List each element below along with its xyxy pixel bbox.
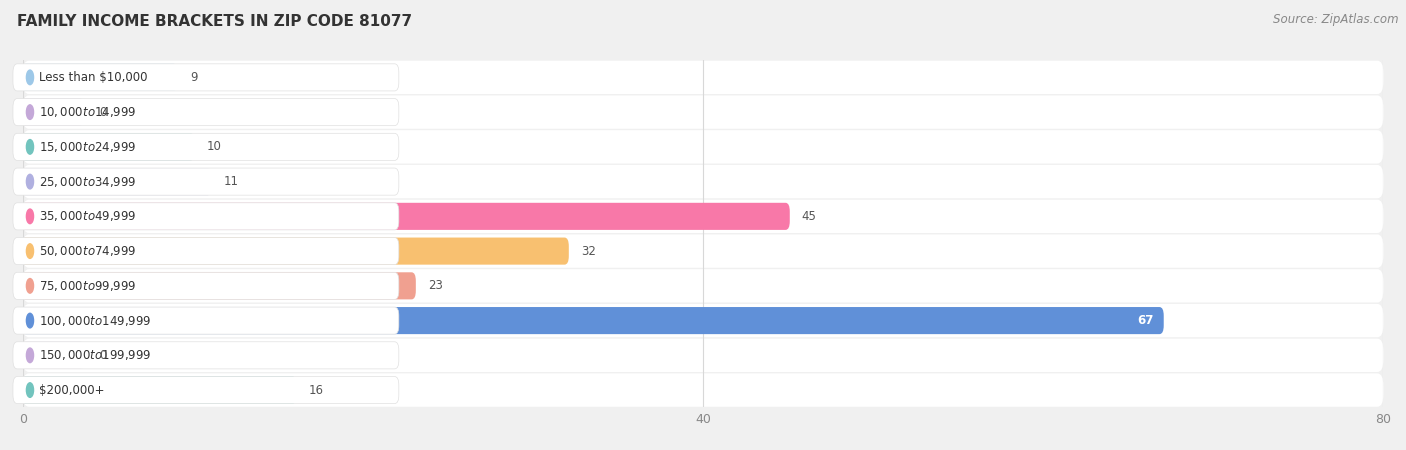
Text: 32: 32 bbox=[581, 245, 596, 257]
FancyBboxPatch shape bbox=[22, 269, 1384, 302]
Text: $200,000+: $200,000+ bbox=[39, 383, 105, 396]
Text: 0: 0 bbox=[100, 106, 107, 119]
FancyBboxPatch shape bbox=[22, 374, 1384, 407]
FancyBboxPatch shape bbox=[22, 130, 1384, 163]
FancyBboxPatch shape bbox=[13, 99, 399, 126]
FancyBboxPatch shape bbox=[22, 165, 1384, 198]
Text: $10,000 to $14,999: $10,000 to $14,999 bbox=[39, 105, 136, 119]
Text: 10: 10 bbox=[207, 140, 222, 153]
FancyBboxPatch shape bbox=[21, 272, 416, 299]
FancyBboxPatch shape bbox=[13, 272, 399, 299]
Text: $100,000 to $149,999: $100,000 to $149,999 bbox=[39, 314, 152, 328]
Circle shape bbox=[27, 174, 34, 189]
FancyBboxPatch shape bbox=[13, 133, 399, 160]
FancyBboxPatch shape bbox=[13, 203, 399, 230]
Text: 11: 11 bbox=[224, 175, 239, 188]
Text: 0: 0 bbox=[100, 349, 107, 362]
Text: Source: ZipAtlas.com: Source: ZipAtlas.com bbox=[1274, 14, 1399, 27]
FancyBboxPatch shape bbox=[22, 304, 1384, 337]
FancyBboxPatch shape bbox=[21, 238, 569, 265]
FancyBboxPatch shape bbox=[13, 238, 399, 265]
Text: FAMILY INCOME BRACKETS IN ZIP CODE 81077: FAMILY INCOME BRACKETS IN ZIP CODE 81077 bbox=[17, 14, 412, 28]
FancyBboxPatch shape bbox=[21, 168, 212, 195]
Text: $150,000 to $199,999: $150,000 to $199,999 bbox=[39, 348, 152, 362]
Circle shape bbox=[27, 348, 34, 363]
FancyBboxPatch shape bbox=[22, 200, 1384, 233]
Circle shape bbox=[27, 105, 34, 119]
Circle shape bbox=[27, 140, 34, 154]
FancyBboxPatch shape bbox=[13, 342, 399, 369]
FancyBboxPatch shape bbox=[21, 307, 1164, 334]
FancyBboxPatch shape bbox=[21, 64, 177, 91]
FancyBboxPatch shape bbox=[13, 168, 399, 195]
FancyBboxPatch shape bbox=[21, 203, 790, 230]
Circle shape bbox=[27, 209, 34, 224]
FancyBboxPatch shape bbox=[21, 133, 195, 160]
FancyBboxPatch shape bbox=[22, 234, 1384, 268]
FancyBboxPatch shape bbox=[21, 377, 297, 404]
Text: $50,000 to $74,999: $50,000 to $74,999 bbox=[39, 244, 136, 258]
Circle shape bbox=[27, 313, 34, 328]
FancyBboxPatch shape bbox=[21, 99, 84, 126]
Circle shape bbox=[27, 244, 34, 258]
FancyBboxPatch shape bbox=[22, 95, 1384, 129]
Circle shape bbox=[27, 383, 34, 397]
FancyBboxPatch shape bbox=[13, 307, 399, 334]
FancyBboxPatch shape bbox=[22, 339, 1384, 372]
Text: 16: 16 bbox=[309, 383, 323, 396]
Text: 9: 9 bbox=[190, 71, 197, 84]
Text: $75,000 to $99,999: $75,000 to $99,999 bbox=[39, 279, 136, 293]
Text: 45: 45 bbox=[801, 210, 817, 223]
Text: $35,000 to $49,999: $35,000 to $49,999 bbox=[39, 209, 136, 223]
FancyBboxPatch shape bbox=[13, 64, 399, 91]
FancyBboxPatch shape bbox=[21, 342, 84, 369]
Text: Less than $10,000: Less than $10,000 bbox=[39, 71, 148, 84]
Text: $15,000 to $24,999: $15,000 to $24,999 bbox=[39, 140, 136, 154]
FancyBboxPatch shape bbox=[22, 61, 1384, 94]
Text: 23: 23 bbox=[427, 279, 443, 292]
FancyBboxPatch shape bbox=[13, 377, 399, 404]
Circle shape bbox=[27, 279, 34, 293]
Text: 67: 67 bbox=[1137, 314, 1153, 327]
Text: $25,000 to $34,999: $25,000 to $34,999 bbox=[39, 175, 136, 189]
Circle shape bbox=[27, 70, 34, 85]
